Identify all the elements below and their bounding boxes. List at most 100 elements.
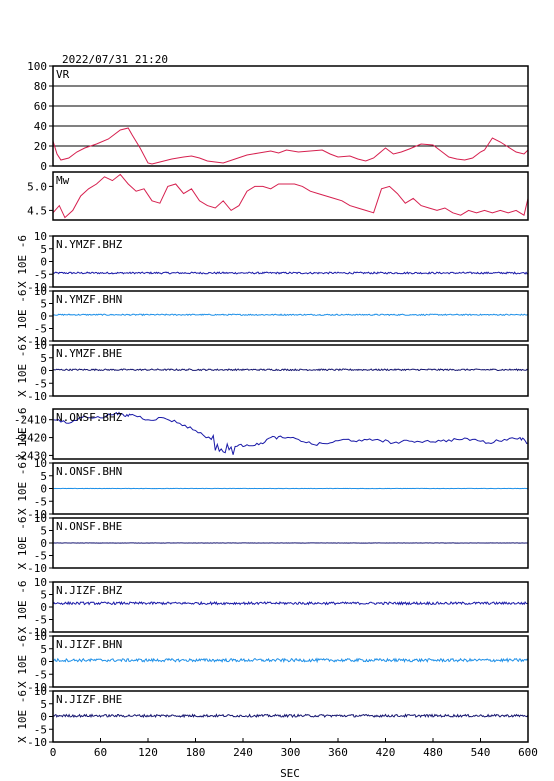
y-tick-label: 20: [34, 140, 47, 153]
trace-ymzf-bhn: [52, 313, 529, 317]
panel-frame: [52, 344, 529, 397]
y-tick-label: 0: [40, 160, 47, 173]
y-tick-label: 60: [34, 100, 47, 113]
y-tick-label: 0: [40, 310, 47, 323]
y-tick-label: -2430: [14, 449, 47, 462]
y-tick-label: -5: [34, 268, 47, 281]
x-tick-label: 300: [281, 746, 301, 759]
panel-frame: [52, 290, 529, 342]
y-tick-label: 0: [40, 656, 47, 669]
x-tick-label: 240: [233, 746, 253, 759]
panel-label: N.JIZF.BHN: [56, 638, 122, 651]
y-tick-label: -5: [34, 614, 47, 627]
y-tick-label: 0: [40, 256, 47, 269]
x-axis: 0 60 120 180 240 300 360 420 480 540 600: [50, 738, 538, 759]
y-tick-label: 10: [34, 685, 47, 698]
x-axis-label: SEC: [280, 767, 300, 780]
y-tick-label: -10: [27, 626, 47, 639]
y-tick-label: -10: [27, 390, 47, 403]
y-tick-label: -5: [34, 723, 47, 736]
y-tick-label: 80: [34, 80, 47, 93]
y-tick-label: -10: [27, 681, 47, 694]
y-tick-label: -5: [34, 377, 47, 390]
figure-title: 2022/07/31 21:20: [62, 53, 168, 66]
panel-frame: [52, 462, 529, 515]
y-tick-label: -10: [27, 335, 47, 348]
panel-label: VR: [56, 68, 70, 81]
y-tick-label: 10: [34, 285, 47, 298]
trace-onsf-bhz: [52, 411, 529, 455]
y-tick-label: 40: [34, 120, 47, 133]
y-axis-label: X 10E -6: [16, 690, 29, 743]
trace-mw: [52, 173, 529, 219]
x-tick-label: 420: [376, 746, 396, 759]
panel-frame: [52, 408, 529, 460]
x-tick-label: 480: [423, 746, 443, 759]
y-tick-label: 5: [40, 298, 47, 311]
y-tick-label: 5: [40, 470, 47, 483]
x-tick-label: 60: [94, 746, 107, 759]
y-tick-label: 5.0: [27, 180, 47, 193]
y-tick-label: 0: [40, 711, 47, 724]
y-axis-label: X 10E -6: [16, 462, 29, 515]
x-tick-label: 0: [50, 746, 57, 759]
panel-frame: [52, 171, 529, 221]
panel-frame: [52, 235, 529, 288]
panel-frame: [52, 517, 529, 569]
y-axis-label: X 10E -6: [16, 581, 29, 634]
trace-ymzf-bhe: [53, 368, 529, 372]
y-axis-label: X 10E -6: [16, 408, 29, 461]
y-tick-label: 0: [40, 365, 47, 378]
y-tick-label: 5: [40, 698, 47, 711]
y-tick-label: 10: [34, 576, 47, 589]
trace-jizf-bhn: [52, 657, 529, 664]
y-tick-label: 10: [34, 339, 47, 352]
trace-ymzf-bhz: [52, 271, 529, 275]
y-tick-label: 10: [34, 230, 47, 243]
y-tick-label: 4.5: [27, 204, 47, 217]
y-tick-label: 5: [40, 589, 47, 602]
panel-label: Mw: [56, 174, 70, 187]
x-tick-label: 360: [328, 746, 348, 759]
y-tick-label: -10: [27, 508, 47, 521]
y-axis-label: X 10E -6: [16, 235, 29, 288]
y-axis-label: X 10E -6: [16, 290, 29, 343]
panel-label: N.JIZF.BHZ: [56, 584, 123, 597]
panel-frame: [52, 581, 529, 633]
y-tick-label: -5: [34, 323, 47, 336]
y-tick-label: 5: [40, 352, 47, 365]
y-tick-label: 5: [40, 243, 47, 256]
y-tick-label: 100: [27, 60, 47, 73]
x-tick-label: 120: [138, 746, 158, 759]
y-tick-label: -5: [34, 550, 47, 563]
y-tick-label: -5: [34, 495, 47, 508]
x-tick-label: 180: [186, 746, 206, 759]
y-axis-label: X 10E -6: [16, 344, 29, 397]
y-tick-label: 10: [34, 457, 47, 470]
y-tick-label: 10: [34, 512, 47, 525]
y-tick-label: 5: [40, 643, 47, 656]
panel-mw: 4.5 5.0 Mw: [27, 171, 529, 221]
y-axis-label: X 10E -6: [16, 635, 29, 688]
panel-frame: [52, 65, 529, 167]
panel-label: N.YMZF.BHZ: [56, 238, 123, 251]
panel-label: N.YMZF.BHN: [56, 293, 122, 306]
y-tick-label: -10: [27, 562, 47, 575]
y-tick-label: -2410: [14, 414, 47, 427]
panel-label: N.YMZF.BHE: [56, 347, 122, 360]
panel-label: N.ONSF.BHZ: [56, 411, 123, 424]
y-tick-label: -5: [34, 668, 47, 681]
y-tick-label: -10: [27, 736, 47, 749]
y-tick-label: 0: [40, 601, 47, 614]
panel-vr: 0 20 40 60 80 100 VR: [27, 60, 529, 173]
y-tick-label: -10: [27, 281, 47, 294]
